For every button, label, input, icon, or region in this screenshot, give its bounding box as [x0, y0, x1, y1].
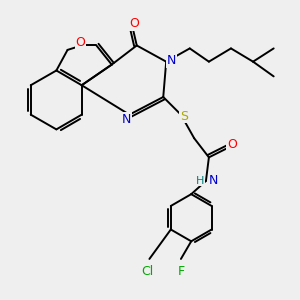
Text: O: O	[227, 138, 237, 151]
Text: O: O	[129, 17, 139, 31]
Text: N: N	[208, 174, 218, 188]
Text: N: N	[122, 112, 131, 126]
Text: Cl: Cl	[141, 266, 153, 278]
Text: S: S	[180, 110, 188, 123]
Text: N: N	[167, 54, 176, 67]
Text: H: H	[196, 176, 205, 186]
Text: O: O	[75, 36, 85, 49]
Text: F: F	[178, 266, 185, 278]
